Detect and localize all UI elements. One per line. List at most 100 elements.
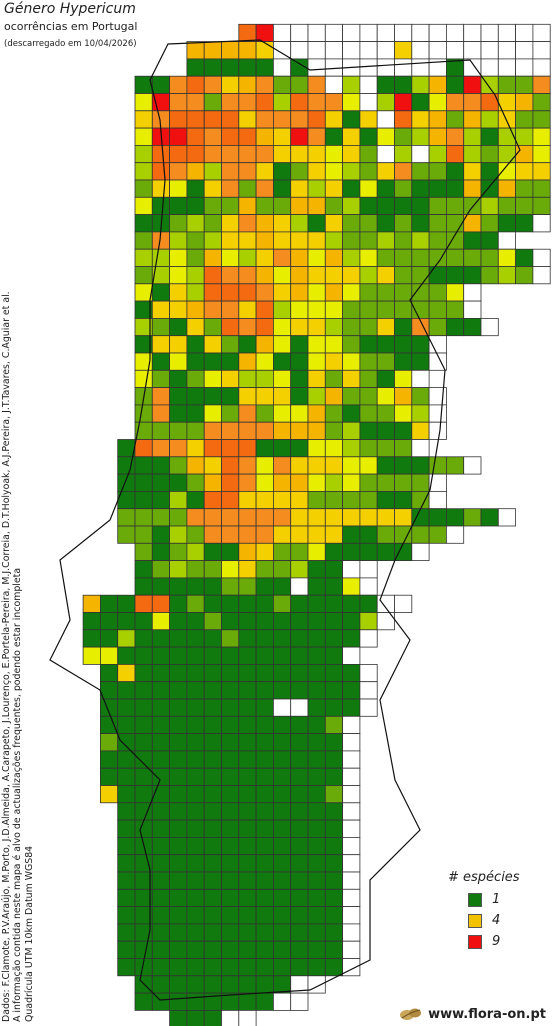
grid-cell-occurrence [307, 369, 326, 388]
grid-cell-occurrence [394, 369, 413, 388]
grid-cell-occurrence [307, 681, 326, 700]
grid-cell-occurrence [186, 560, 205, 579]
grid-cell-occurrence [238, 179, 257, 198]
grid-cell-occurrence [169, 594, 188, 613]
grid-cell-occurrence [255, 664, 274, 683]
grid-cell-occurrence [238, 231, 257, 250]
grid-cell-occurrence [169, 681, 188, 700]
grid-cell-occurrence [307, 127, 326, 146]
grid-cell-occurrence [221, 542, 240, 561]
grid-cell-occurrence [290, 785, 309, 804]
grid-cell-occurrence [151, 594, 171, 613]
grid-cell-occurrence [324, 646, 343, 665]
grid-cell-occurrence [272, 127, 292, 146]
grid-cell-occurrence [221, 248, 240, 267]
grid-cell-occurrence [186, 214, 205, 233]
grid-cell-empty [324, 41, 343, 60]
grid-cell-occurrence [376, 542, 395, 561]
grid-cell-occurrence [411, 214, 430, 233]
grid-cell-occurrence [324, 317, 343, 337]
grid-cell-occurrence [203, 421, 222, 440]
grid-cell-occurrence [272, 162, 292, 181]
grid-cell-occurrence [151, 75, 171, 94]
grid-cell-occurrence [428, 110, 447, 129]
grid-cell-occurrence [134, 646, 153, 665]
grid-cell-occurrence [324, 214, 343, 233]
grid-cell-occurrence [307, 733, 326, 752]
grid-cell-occurrence [238, 542, 257, 561]
grid-cell-empty [221, 1010, 240, 1026]
brand-link[interactable]: www.flora-on.pt [399, 1006, 546, 1022]
grid-cell-occurrence [221, 473, 240, 492]
grid-cell-empty [376, 144, 395, 164]
grid-cell-occurrence [445, 110, 465, 129]
grid-cell-occurrence [255, 646, 274, 665]
grid-cell-occurrence [307, 664, 326, 683]
grid-cell-empty [497, 508, 516, 527]
grid-cell-occurrence [117, 923, 136, 942]
grid-cell-occurrence [272, 473, 292, 492]
grid-cell-occurrence [515, 179, 534, 198]
grid-cell-occurrence [272, 871, 292, 890]
grid-cell-occurrence [394, 214, 413, 233]
grid-cell-occurrence [117, 439, 136, 458]
grid-cell-occurrence [307, 508, 326, 527]
grid-cell-occurrence [307, 715, 326, 734]
grid-cell-occurrence [151, 923, 171, 942]
grid-cell-occurrence [394, 456, 413, 475]
grid-cell-occurrence [186, 681, 205, 700]
grid-cell-occurrence [463, 110, 482, 129]
grid-cell-occurrence [411, 266, 430, 285]
grid-cell-occurrence [134, 456, 153, 475]
grid-cell-occurrence [463, 248, 482, 267]
grid-cell-empty [324, 75, 343, 94]
grid-cell-occurrence [324, 352, 343, 371]
grid-cell-occurrence [324, 750, 343, 769]
grid-cell-occurrence [307, 940, 326, 959]
grid-cell-occurrence [203, 837, 222, 856]
grid-cell-occurrence [290, 317, 309, 337]
grid-cell-occurrence [255, 300, 274, 319]
grid-cell-empty [359, 698, 378, 717]
grid-cell-occurrence [255, 23, 274, 42]
grid-cell-empty [342, 958, 361, 977]
grid-cell-occurrence [445, 317, 465, 337]
grid-cell-occurrence [134, 110, 153, 129]
grid-cell-occurrence [376, 421, 395, 440]
grid-cell-occurrence [463, 144, 482, 164]
grid-cell-occurrence [221, 837, 240, 856]
grid-cell-occurrence [290, 542, 309, 561]
grid-cell-occurrence [238, 404, 257, 423]
grid-cell-occurrence [238, 733, 257, 752]
grid-cell-occurrence [255, 231, 274, 250]
grid-cell-occurrence [359, 248, 378, 267]
grid-cell-occurrence [238, 629, 257, 648]
grid-cell-occurrence [394, 387, 413, 406]
grid-cell-occurrence [463, 162, 482, 181]
grid-cell-occurrence [272, 854, 292, 873]
grid-cell-occurrence [169, 93, 188, 112]
grid-cell-occurrence [238, 23, 257, 42]
grid-cell-occurrence [151, 542, 171, 561]
grid-cell-occurrence [428, 127, 447, 146]
grid-cell-empty [515, 41, 534, 60]
grid-cell-occurrence [272, 785, 292, 804]
grid-cell-occurrence [238, 681, 257, 700]
grid-cell-occurrence [238, 75, 257, 94]
grid-cell-occurrence [203, 888, 222, 907]
grid-cell-empty [342, 785, 361, 804]
grid-cell-occurrence [307, 646, 326, 665]
grid-cell-occurrence [515, 214, 534, 233]
grid-cell-occurrence [221, 283, 240, 302]
grid-cell-occurrence [445, 127, 465, 146]
grid-cell-occurrence [186, 144, 205, 164]
grid-cell-occurrence [169, 162, 188, 181]
grid-cell-occurrence [515, 144, 534, 164]
grid-cell-occurrence [238, 837, 257, 856]
grid-cell-empty [480, 41, 499, 60]
grid-cell-occurrence [394, 404, 413, 423]
grid-cell-occurrence [445, 196, 465, 216]
grid-cell-occurrence [134, 594, 153, 613]
grid-cell-occurrence [238, 421, 257, 440]
grid-cell-empty [342, 646, 361, 665]
